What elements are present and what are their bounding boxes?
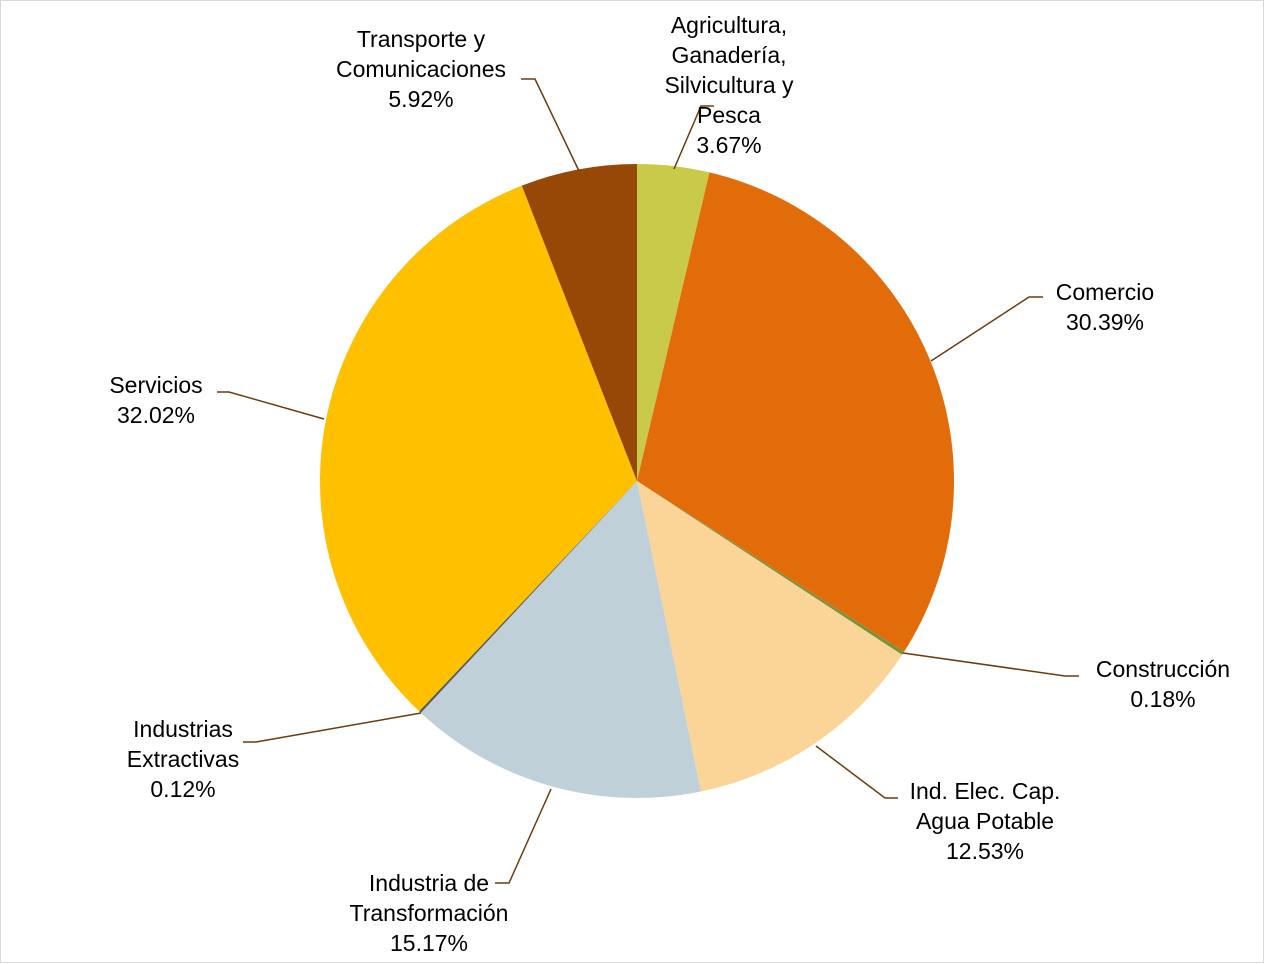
leader-line-industria-de-transformacion [495,788,552,884]
slice-label-ind-elec-cap-agua-potable: Ind. Elec. Cap. Agua Potable 12.53% [910,778,1061,864]
slice-category-label: Construcción [1096,656,1230,682]
pie-slice-industria-de-transformacion [420,481,701,798]
slice-label-industria-de-transformacion: Industria de Transformación 15.17% [350,870,509,956]
slice-category-label: Ind. Elec. Cap. [910,778,1061,804]
slice-category-label: Agricultura, [671,12,787,38]
slice-label-transporte-y-comunicaciones: Transporte y Comunicaciones 5.92% [336,26,506,112]
slice-category-label: Comercio [1056,279,1154,305]
slice-label-servicios: Servicios 32.02% [109,372,202,428]
slice-value-label: 3.67% [696,132,761,158]
slice-value-label: 5.92% [388,86,453,112]
slice-category-label: Servicios [109,372,202,398]
pie-slice-agricultura-ganaderia-silvicultura-y-pesca [637,164,710,481]
slice-value-label: 30.39% [1066,309,1144,335]
leader-lines [217,78,1079,884]
slice-label-comercio: Comercio 30.39% [1056,279,1154,335]
slice-category-label: Agua Potable [916,808,1054,834]
leader-line-comercio [930,296,1043,362]
pie-slice-ind-elec-cap-agua-potable [637,481,903,792]
leader-line-ind-elec-cap-agua-potable [815,745,898,799]
pie-slice-comercio [637,172,954,652]
leader-line-industrias-extractivas [243,712,422,743]
slice-category-label: Transporte y [357,26,486,52]
pie-slices [320,164,954,798]
pie-slice-servicios [320,185,637,712]
slice-label-agricultura-ganaderia-silvicultura-y-pesca: Agricultura, Ganadería, Silvicultura y Pesc… [664,12,794,158]
pie-slice-construccion [637,481,905,655]
slice-category-label: Silvicultura y [664,72,794,98]
slice-value-label: 12.53% [946,838,1024,864]
slice-category-label: Ganadería, [671,42,786,68]
pie-slice-transporte-y-comunicaciones [521,164,637,481]
leader-line-agricultura-ganaderia-silvicultura-y-pesca [673,105,714,170]
slice-value-label: 0.12% [150,776,215,802]
slice-category-label: Extractivas [127,746,239,772]
leader-line-transporte-y-comunicaciones [521,78,580,172]
slice-label-construccion: Construcción 0.18% [1096,656,1230,712]
slice-category-label: Industria de [369,870,489,896]
slice-labels: Agricultura, Ganadería, Silvicultura y Pesc… [109,12,1230,956]
slice-label-industrias-extractivas: Industrias Extractivas 0.12% [127,716,239,802]
slice-category-label: Pesca [697,102,761,128]
slice-category-label: Industrias [133,716,233,742]
slice-category-label: Comunicaciones [336,56,506,82]
slice-value-label: 15.17% [390,930,468,956]
slice-value-label: 32.02% [117,402,195,428]
slice-value-label: 0.18% [1130,686,1195,712]
leader-line-construccion [902,652,1079,677]
leader-line-servicios [217,391,325,420]
pie-slice-industrias-extractivas [419,481,637,713]
slice-category-label: Transformación [350,900,509,926]
